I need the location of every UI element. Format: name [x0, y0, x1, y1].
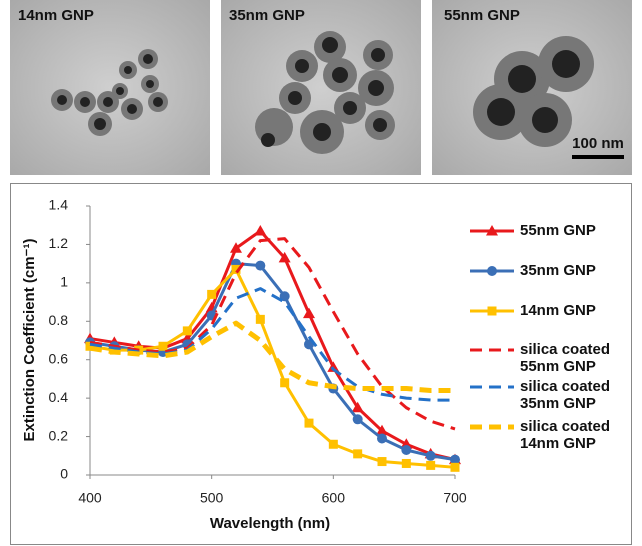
marker	[353, 449, 363, 459]
series-line	[89, 229, 456, 462]
panel-label: 35nm GNP	[229, 7, 305, 24]
x-tick-label: 700	[443, 490, 467, 506]
series-line	[89, 262, 456, 462]
y-tick-label: 0.2	[49, 427, 69, 443]
marker	[426, 460, 436, 470]
marker	[255, 314, 265, 324]
series-line	[89, 320, 455, 393]
marker	[450, 462, 460, 472]
marker	[85, 341, 95, 351]
series-line	[89, 267, 456, 469]
marker	[328, 439, 338, 449]
marker	[231, 264, 241, 274]
scale-bar	[572, 155, 624, 159]
marker	[351, 401, 364, 413]
legend-label: silica coated 14nm GNP	[520, 418, 611, 452]
y-tick-label: 1	[60, 274, 68, 290]
chart-frame	[10, 183, 632, 545]
marker	[401, 445, 412, 456]
panel-label: 55nm GNP	[444, 7, 520, 24]
marker	[401, 458, 411, 468]
marker	[304, 418, 314, 428]
marker	[425, 450, 436, 461]
series-line	[89, 287, 455, 402]
x-axis-title: Wavelength (nm)	[210, 515, 330, 532]
x-tick-label: 500	[200, 490, 224, 506]
legend-label: 14nm GNP	[520, 302, 596, 319]
legend-label: silica coated 55nm GNP	[520, 341, 611, 375]
y-tick-label: 0.4	[49, 389, 69, 405]
legend-label: 55nm GNP	[520, 222, 596, 239]
x-tick-label: 400	[78, 490, 102, 506]
marker	[279, 291, 290, 302]
marker	[254, 224, 267, 236]
marker	[280, 378, 290, 388]
y-tick-label: 0	[60, 466, 68, 482]
legend-label: silica coated 35nm GNP	[520, 378, 611, 412]
marker	[487, 306, 497, 316]
marker	[377, 457, 387, 467]
y-tick-label: 1.2	[49, 235, 69, 251]
marker	[303, 307, 315, 319]
legend-label: 35nm GNP	[520, 262, 596, 279]
marker	[376, 424, 388, 436]
y-axis-title: Extinction Coefficient (cm⁻¹)	[21, 239, 38, 442]
marker	[207, 289, 217, 299]
marker	[182, 326, 192, 336]
marker	[486, 225, 498, 236]
marker	[230, 242, 242, 253]
y-tick-label: 1.4	[49, 197, 69, 213]
marker	[327, 361, 340, 372]
marker	[377, 433, 387, 444]
y-tick-label: 0.6	[49, 350, 69, 366]
series-line	[89, 237, 456, 431]
y-tick-label: 0.8	[49, 312, 69, 328]
marker	[158, 341, 168, 351]
marker	[352, 414, 363, 425]
scale-bar-label: 100 nm	[572, 135, 624, 152]
panel-label: 14nm GNP	[18, 7, 94, 24]
x-tick-label: 600	[322, 490, 346, 506]
particle-cores	[57, 37, 580, 147]
marker	[278, 251, 291, 263]
tem-image	[10, 0, 210, 175]
marker	[255, 260, 266, 271]
marker	[450, 454, 460, 465]
marker	[487, 266, 497, 276]
tem-panels: 14nm GNP 35nm GNP 55nm GNP 100 nm	[10, 0, 632, 175]
